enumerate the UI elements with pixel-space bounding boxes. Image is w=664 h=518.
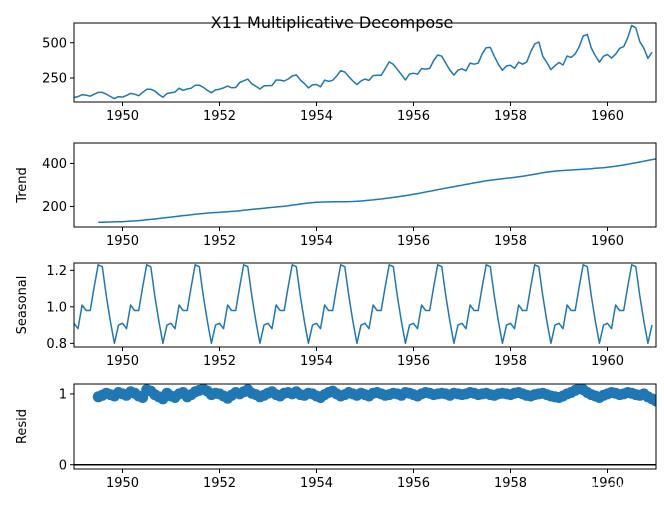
panel-observed: 1950 1952 1954 1956 1958 1960 250 500 bbox=[42, 22, 657, 124]
y-tick-label: 400 bbox=[42, 157, 67, 172]
x-tick-label: 1960 bbox=[591, 476, 624, 491]
y-tick-label: 250 bbox=[42, 72, 67, 87]
x-tick-label: 1958 bbox=[494, 354, 527, 369]
x-tick-label: 1958 bbox=[494, 234, 527, 249]
axes-frame bbox=[73, 262, 657, 348]
trend-line bbox=[98, 158, 656, 224]
x-tick-label: 1952 bbox=[203, 476, 236, 491]
y-tick-label: 0 bbox=[59, 458, 67, 473]
axes-frame bbox=[73, 142, 657, 228]
x-tick-label: 1958 bbox=[494, 476, 527, 491]
x-tick-label: 1954 bbox=[300, 476, 333, 491]
watermark: 知乎 @陈不知 bbox=[537, 481, 632, 499]
observed-line bbox=[74, 24, 653, 100]
x-tick-label: 1952 bbox=[203, 109, 236, 124]
panel-resid: 1950 1952 1954 1956 1958 1960 0 1 Resid bbox=[15, 383, 664, 491]
x-tick-label: 1960 bbox=[591, 109, 624, 124]
panel-trend: 1950 1952 1954 1956 1958 1960 200 400 Trend bbox=[15, 142, 657, 249]
x-tick-label: 1954 bbox=[300, 354, 333, 369]
x-tick-label: 1954 bbox=[300, 109, 333, 124]
y-tick-label: 0.8 bbox=[46, 337, 67, 352]
x-tick-label: 1960 bbox=[591, 234, 624, 249]
axes-frame bbox=[73, 22, 657, 103]
x-tick-label: 1958 bbox=[494, 109, 527, 124]
x-tick-label: 1954 bbox=[300, 234, 333, 249]
y-tick-label: 1.2 bbox=[46, 264, 67, 279]
x-tick-label: 1950 bbox=[106, 476, 139, 491]
y-tick-label: 1 bbox=[59, 387, 67, 402]
x-tick-label: 1950 bbox=[106, 109, 139, 124]
x-tick-label: 1956 bbox=[397, 109, 430, 124]
x-tick-label: 1956 bbox=[397, 354, 430, 369]
panel-seasonal: 1950 1952 1954 1956 1958 1960 0.8 1.0 1.2 Seasona… bbox=[15, 262, 657, 369]
x-tick-label: 1950 bbox=[106, 354, 139, 369]
x-tick-label: 1956 bbox=[397, 476, 430, 491]
resid-point bbox=[659, 388, 664, 399]
y-tick-label: 200 bbox=[42, 200, 67, 215]
y-tick-label: 500 bbox=[42, 36, 67, 51]
seasonal-ylabel: Seasonal bbox=[15, 276, 30, 335]
x-tick-label: 1952 bbox=[203, 354, 236, 369]
x-tick-label: 1956 bbox=[397, 234, 430, 249]
seasonal-line bbox=[74, 264, 653, 345]
resid-points bbox=[92, 384, 664, 407]
trend-ylabel: Trend bbox=[15, 167, 30, 204]
x-tick-label: 1952 bbox=[203, 234, 236, 249]
x-tick-label: 1960 bbox=[591, 354, 624, 369]
resid-ylabel: Resid bbox=[15, 409, 30, 444]
x-tick-label: 1950 bbox=[106, 234, 139, 249]
axes-frame bbox=[73, 383, 657, 470]
y-tick-label: 1.0 bbox=[46, 300, 67, 315]
